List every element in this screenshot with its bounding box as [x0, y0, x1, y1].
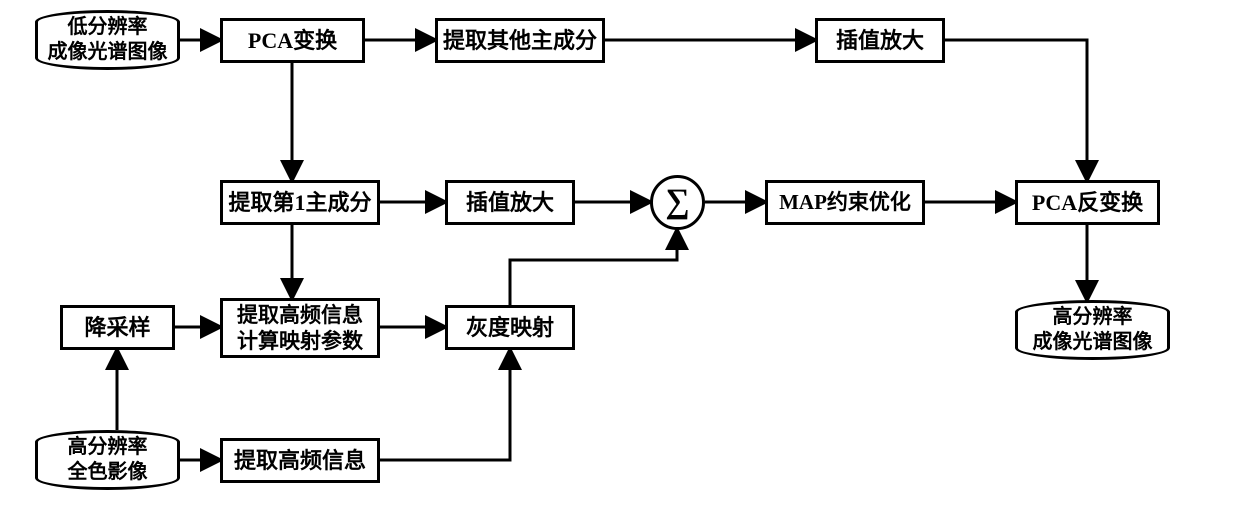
node-first_pc: 提取第1主成分 [220, 180, 380, 225]
node-in_hr: 高分辨率全色影像 [35, 430, 180, 490]
node-ipca: PCA反变换 [1015, 180, 1160, 225]
edge-hf-to-gray [380, 350, 510, 460]
node-in_lr: 低分辨率成像光谱图像 [35, 10, 180, 70]
node-map: MAP约束优化 [765, 180, 925, 225]
node-pca: PCA变换 [220, 18, 365, 63]
node-other_pc: 提取其他主成分 [435, 18, 605, 63]
node-hfparam: 提取高频信息计算映射参数 [220, 298, 380, 358]
node-downs: 降采样 [60, 305, 175, 350]
node-out_hr: 高分辨率成像光谱图像 [1015, 300, 1170, 360]
node-hf: 提取高频信息 [220, 438, 380, 483]
node-interp2: 插值放大 [445, 180, 575, 225]
edge-interp1-to-ipca [945, 40, 1087, 180]
node-interp1: 插值放大 [815, 18, 945, 63]
edge-gray-to-sum [510, 230, 677, 305]
node-gray: 灰度映射 [445, 305, 575, 350]
node-sum: ∑ [650, 175, 705, 230]
edges-layer [0, 0, 1239, 518]
